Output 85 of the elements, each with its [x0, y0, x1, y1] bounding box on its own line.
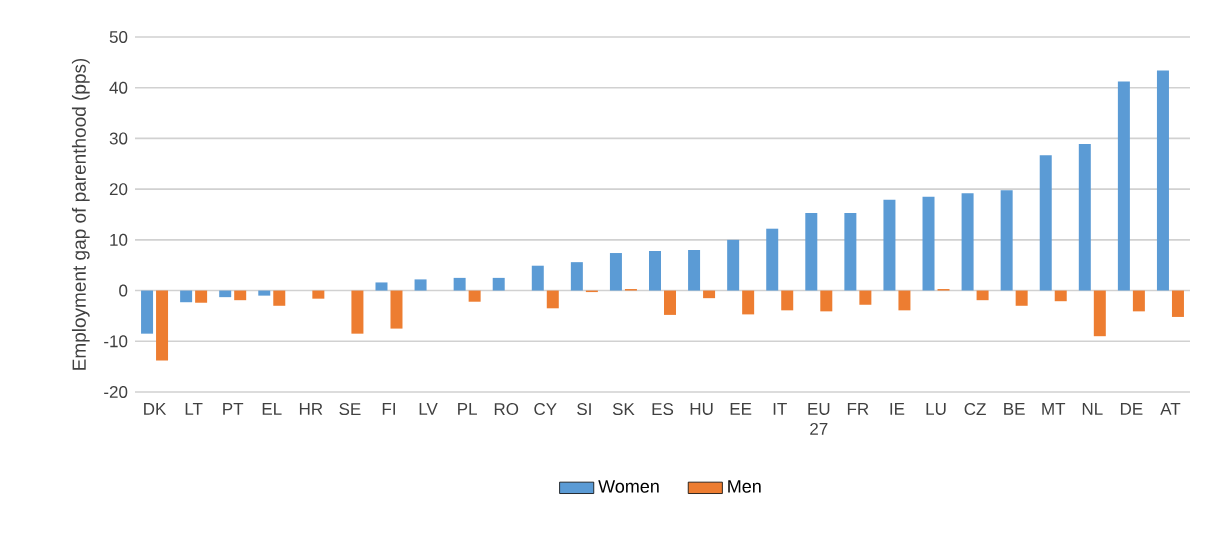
bar: [492, 277, 505, 291]
bar: [609, 253, 622, 291]
bar: [414, 279, 427, 291]
x-tick-label: LU: [926, 403, 946, 415]
bar: [312, 290, 325, 299]
x-tick-label: MT: [1042, 403, 1066, 415]
bar: [156, 290, 169, 361]
bar: [570, 262, 583, 291]
bar: [781, 290, 794, 311]
legend-label: Men: [728, 480, 761, 493]
y-tick-label: -20: [104, 385, 128, 398]
bar: [1054, 290, 1067, 302]
x-tick-label: PL: [458, 403, 477, 415]
bar: [1132, 290, 1145, 312]
x-tick-label: SK: [612, 403, 635, 416]
bar: [390, 290, 403, 329]
y-tick-label: 30: [109, 132, 128, 145]
bar: [664, 290, 676, 315]
bar: [453, 277, 466, 291]
bar: [234, 290, 247, 301]
bar: [922, 196, 935, 291]
legend-label: Women: [598, 480, 659, 493]
bar: [883, 199, 896, 291]
bar: [727, 239, 740, 291]
x-tick-label: HU: [690, 403, 713, 415]
y-tick-label: -10: [104, 335, 128, 348]
bar: [649, 251, 661, 291]
x-tick-label: FI: [382, 403, 395, 415]
bar: [820, 290, 833, 312]
y-axis-title: Employment gap of parenthood (pps): [71, 58, 90, 370]
x-tick-label: DK: [144, 403, 167, 415]
y-tick-label: 50: [109, 30, 128, 43]
bar: [961, 193, 974, 291]
x-tick-label: PT: [223, 403, 244, 415]
bar: [1039, 155, 1052, 291]
bar: [898, 290, 911, 311]
x-tick-label: BE: [1004, 403, 1025, 415]
x-tick-label: EU 27: [808, 403, 830, 435]
bar: [1171, 290, 1184, 317]
bar: [141, 290, 154, 334]
bar: [195, 290, 208, 303]
bar: [1000, 190, 1013, 291]
y-tick-label: 10: [110, 233, 128, 246]
x-tick-label: DE: [1120, 403, 1143, 415]
x-tick-label: IE: [890, 403, 905, 415]
x-tick-label: HR: [299, 403, 323, 415]
bar: [273, 290, 286, 306]
bar: [258, 290, 271, 296]
bar: [219, 290, 232, 298]
y-tick-label: 40: [109, 81, 128, 94]
x-tick-label: CZ: [964, 403, 986, 416]
x-tick-label: ES: [652, 403, 674, 416]
x-tick-label: FR: [847, 403, 869, 415]
bar: [1093, 290, 1106, 337]
bar: [546, 290, 559, 309]
x-tick-label: NL: [1082, 403, 1103, 415]
bar: [1117, 81, 1130, 291]
x-tick-label: LT: [185, 403, 203, 415]
x-tick-label: RO: [494, 403, 519, 416]
bar: [1015, 290, 1028, 306]
x-tick-label: EE: [730, 403, 752, 415]
bar: [1078, 144, 1091, 291]
x-tick-label: IT: [773, 403, 787, 415]
bar: [766, 228, 779, 291]
x-tick-label: SI: [577, 403, 591, 416]
x-tick-label: AT: [1160, 403, 1181, 415]
bar: [844, 212, 857, 291]
x-tick-label: CY: [534, 403, 557, 416]
y-tick-label: 20: [109, 183, 128, 196]
x-tick-label: SE: [339, 403, 361, 416]
bar: [351, 290, 364, 334]
bar: [742, 290, 755, 315]
bar: [859, 290, 872, 305]
x-tick-label: LV: [419, 403, 438, 415]
bar: [1156, 70, 1169, 291]
bar: [468, 290, 481, 302]
bar: [805, 212, 818, 291]
bar: [703, 290, 716, 299]
bar: [976, 290, 989, 301]
bar: [688, 249, 701, 291]
y-tick-label: 0: [119, 284, 128, 297]
bar: [180, 290, 193, 303]
x-tick-label: EL: [262, 403, 282, 415]
bar: [375, 282, 388, 291]
bar: [531, 265, 544, 291]
